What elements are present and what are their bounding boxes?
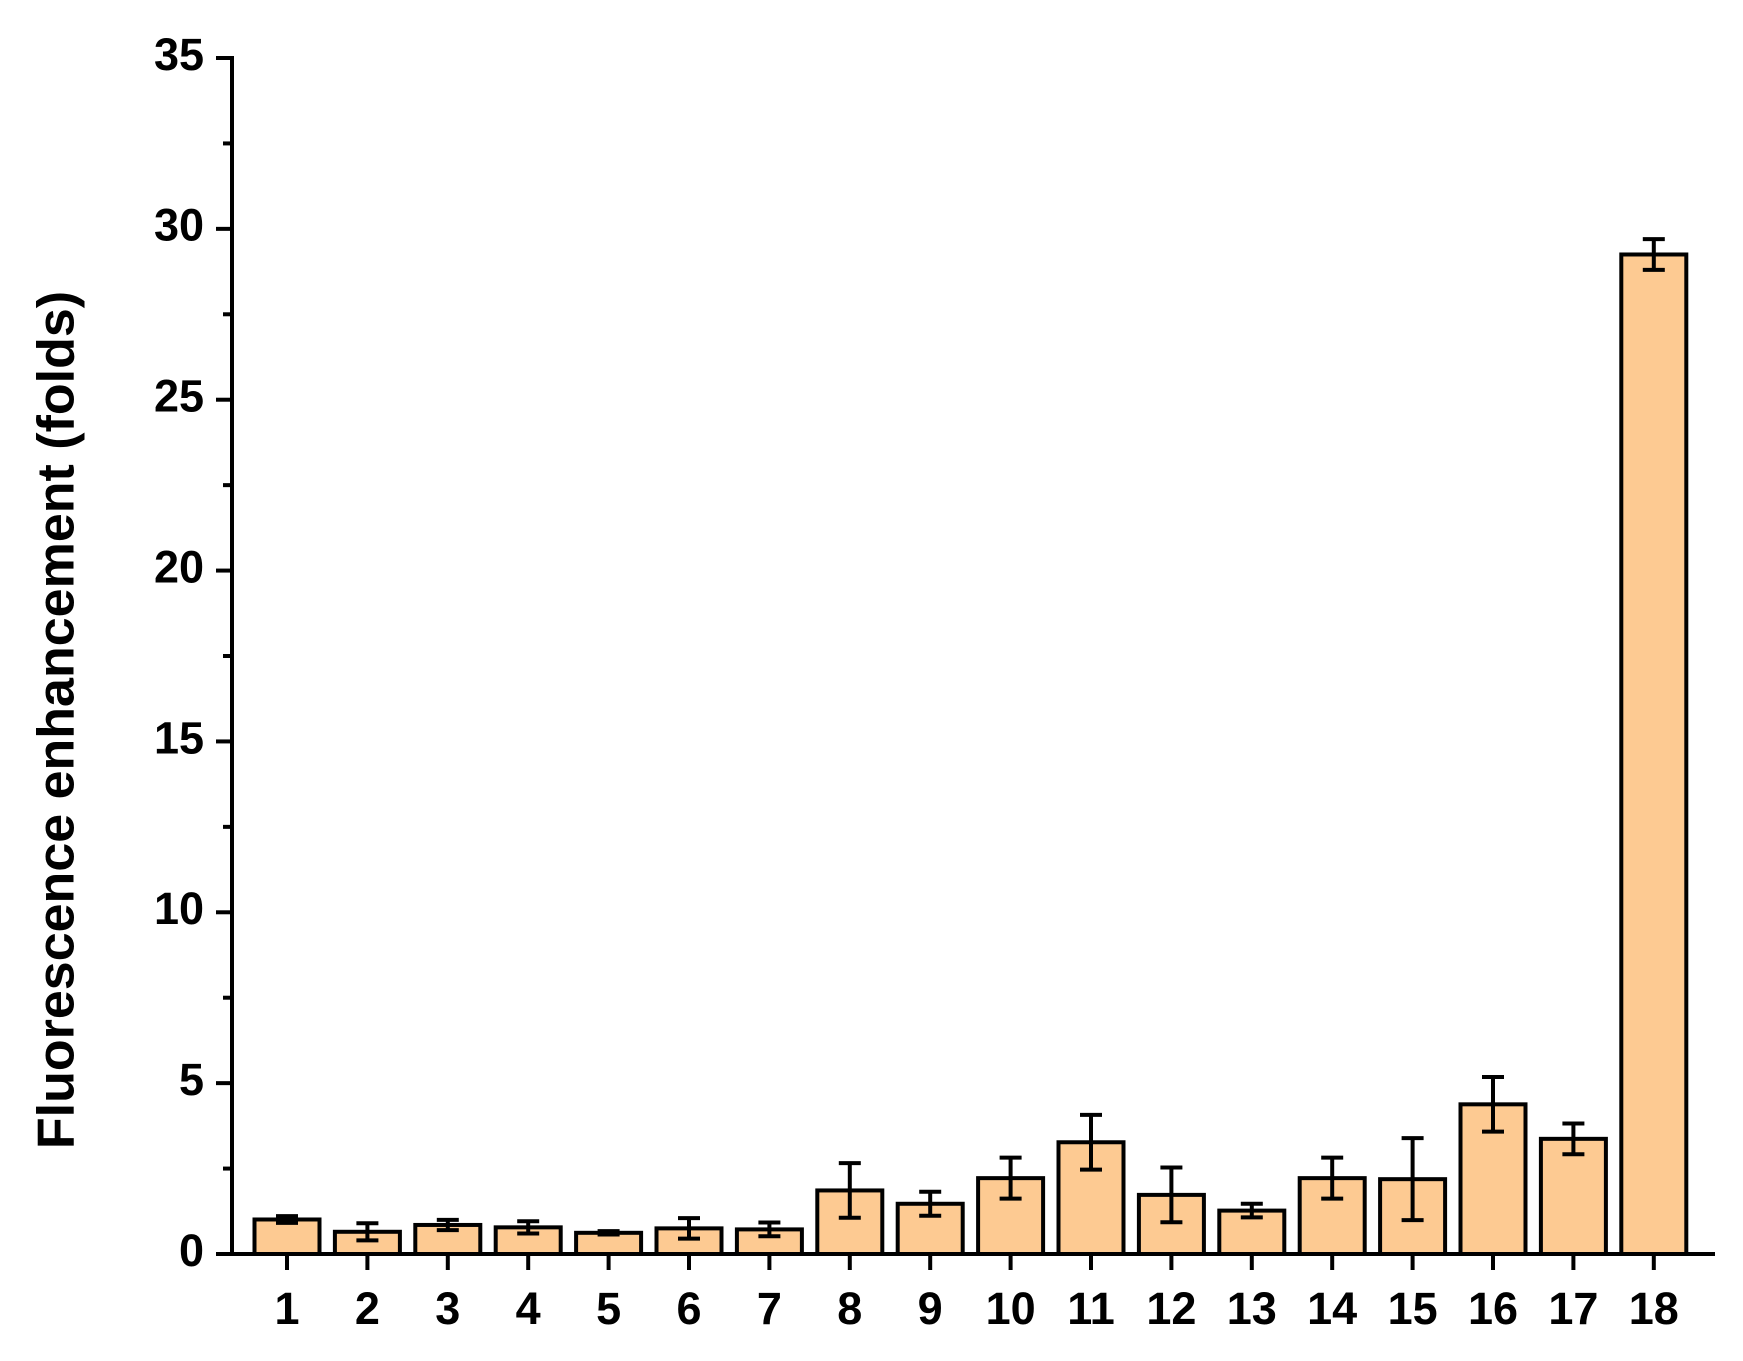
error-bar xyxy=(758,1220,781,1239)
x-tick-label: 5 xyxy=(596,1283,621,1334)
error-bar xyxy=(1240,1201,1263,1220)
x-tick-label: 15 xyxy=(1388,1283,1438,1334)
x-tick-label: 6 xyxy=(676,1283,701,1334)
error-bar xyxy=(597,1229,620,1237)
x-tick-label: 18 xyxy=(1629,1283,1679,1334)
y-tick-label: 20 xyxy=(154,541,204,592)
x-tick-label: 11 xyxy=(1067,1283,1115,1334)
x-tick-label: 12 xyxy=(1146,1283,1196,1334)
x-tick-label: 14 xyxy=(1307,1283,1357,1334)
x-tick-label: 13 xyxy=(1227,1283,1277,1334)
x-tick-label: 7 xyxy=(757,1283,782,1334)
x-tick-label: 4 xyxy=(516,1283,541,1334)
error-bar xyxy=(1642,237,1665,272)
x-tick-label: 8 xyxy=(837,1283,862,1334)
error-bar xyxy=(838,1161,861,1220)
error-bar xyxy=(1160,1165,1183,1225)
y-tick-label: 30 xyxy=(154,200,204,251)
y-tick-label: 25 xyxy=(154,371,204,422)
x-tick-label: 17 xyxy=(1548,1283,1598,1334)
error-bar xyxy=(1080,1112,1102,1172)
error-bar xyxy=(276,1214,298,1225)
error-bar xyxy=(356,1221,379,1243)
error-bar xyxy=(999,1155,1022,1201)
y-tick-label: 10 xyxy=(154,883,204,934)
error-bar xyxy=(919,1189,942,1218)
error-bar xyxy=(517,1219,540,1236)
error-bar xyxy=(1401,1136,1424,1223)
x-tick-label: 9 xyxy=(918,1283,943,1334)
x-tick-label: 3 xyxy=(435,1283,460,1334)
y-tick-label: 35 xyxy=(154,29,204,80)
error-bar xyxy=(1482,1074,1504,1134)
error-bar xyxy=(1562,1121,1585,1157)
error-bar xyxy=(436,1217,459,1233)
y-axis-label: Fluorescence enhancement (folds) xyxy=(28,291,86,1149)
x-tick-label: 16 xyxy=(1468,1283,1518,1334)
y-tick-label: 15 xyxy=(154,712,204,763)
x-tick-label: 2 xyxy=(355,1283,380,1334)
x-tick-label: 1 xyxy=(274,1283,299,1334)
error-bar xyxy=(678,1216,700,1241)
y-tick-label: 5 xyxy=(179,1054,204,1105)
bar xyxy=(1619,252,1689,1256)
error-bar xyxy=(1321,1155,1344,1201)
y-tick-label: 0 xyxy=(179,1225,204,1276)
x-tick-label: 10 xyxy=(986,1283,1036,1334)
